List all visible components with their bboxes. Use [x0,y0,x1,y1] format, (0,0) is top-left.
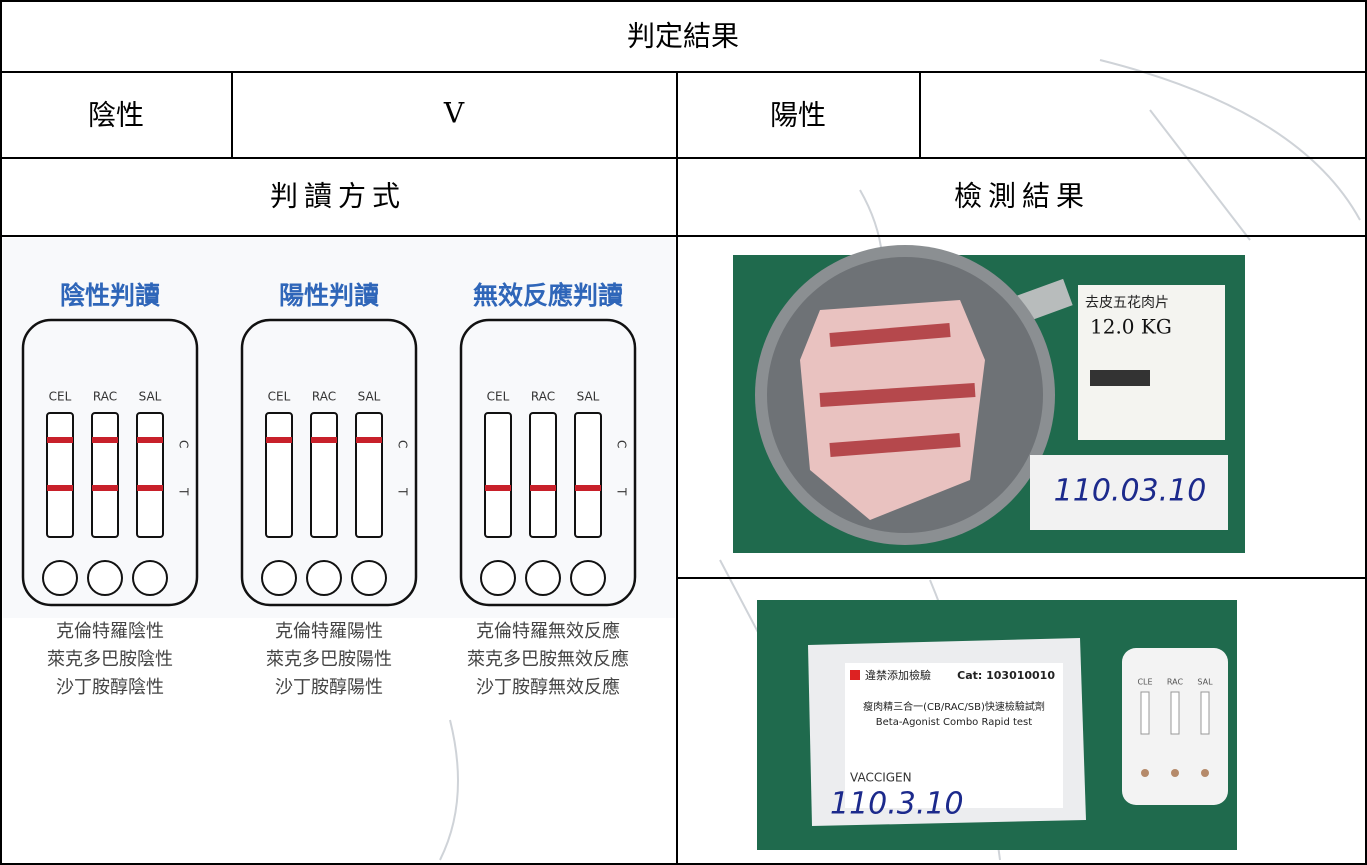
strip-label: RAC [312,390,336,404]
cassette [21,318,199,607]
t-line [485,485,511,491]
guide-description: 克倫特羅陰性 [56,621,164,642]
strip [355,412,383,538]
guide-description: 克倫特羅無效反應 [476,620,620,642]
sample-well [42,560,78,596]
line-label: C [396,440,410,448]
kit-strip [1200,691,1210,735]
cassette [240,318,418,607]
c-line [266,437,292,443]
kit-catalog: Cat: 103010010 [957,669,1055,682]
date-note: 110.03.10 [1054,474,1207,509]
strip-label: RAC [93,390,117,404]
strip-label: CEL [268,390,291,404]
strip [91,412,119,538]
line-label: T [615,487,629,496]
guide-title: 陽性判讀 [279,281,379,310]
strip [136,412,164,538]
kit-strip [1140,691,1150,735]
product-weight: 12.0 KG [1090,315,1172,339]
strip [529,412,557,538]
strip [484,412,512,538]
guide-title: 陰性判讀 [60,281,160,310]
kit-strip [1170,691,1180,735]
strip-label: SAL [139,390,162,404]
kit-well [1201,769,1209,777]
kit-photo: 違禁添加檢驗 Cat: 103010010 瘦肉精三合一(CB/RAC/SB)快… [757,600,1237,850]
sample-well [306,560,342,596]
kit-strip-label: RAC [1167,678,1184,687]
guide-description: 萊克多巴胺陽性 [266,649,392,670]
guide-description: 沙丁胺醇無效反應 [476,676,620,698]
line-label: C [615,440,629,448]
sample-well [87,560,123,596]
strip-label: RAC [531,390,555,404]
guide-description: 萊克多巴胺陰性 [47,649,173,670]
kit-name-en: Beta-Agonist Combo Rapid test [876,717,1032,728]
c-line [92,437,118,443]
positive-label: 陽性 [770,99,826,132]
c-line [47,437,73,443]
negative-mark: V [443,97,465,130]
strip [310,412,338,538]
t-line [92,485,118,491]
kit-strip-label: SAL [1197,678,1213,687]
sample-well [261,560,297,596]
strip [574,412,602,538]
c-line [137,437,163,443]
table-title: 判定結果 [627,20,739,53]
sample-well [351,560,387,596]
kit-strip-label: CLE [1137,678,1152,687]
product-name: 去皮五花肉片 [1085,295,1169,311]
t-line [530,485,556,491]
cassette [459,318,637,607]
strip-label: SAL [358,390,381,404]
t-line [47,485,73,491]
strip-label: CEL [49,390,72,404]
line-label: T [396,487,410,496]
strip [46,412,74,538]
c-line [356,437,382,443]
sample-well [570,560,606,596]
kit-well [1171,769,1179,777]
guide-description: 克倫特羅陽性 [275,621,383,642]
strip [265,412,293,538]
kit-well [1141,769,1149,777]
guide-title: 無效反應判讀 [473,281,623,310]
strip-label: SAL [577,390,600,404]
guide-description: 沙丁胺醇陰性 [56,677,164,698]
c-line [311,437,337,443]
kit-name: 瘦肉精三合一(CB/RAC/SB)快速檢驗試劑 [863,700,1045,713]
sample-well [480,560,516,596]
strip-label: CEL [487,390,510,404]
guide-description: 萊克多巴胺無效反應 [467,648,629,670]
negative-label: 陰性 [88,99,144,132]
column-header: 判讀方式 [270,180,406,213]
column-header: 檢測結果 [954,180,1090,213]
kit-label: 違禁添加檢驗 [865,668,931,682]
kit-date: 110.3.10 [830,787,964,822]
line-label: T [177,487,191,496]
t-line [137,485,163,491]
line-label: C [177,440,191,448]
sample-well [132,560,168,596]
kit-brand: VACCIGEN [850,771,912,785]
meat-photo: 去皮五花肉片 12.0 KG 110.03.10 [733,245,1245,553]
sample-well [525,560,561,596]
guide-description: 沙丁胺醇陽性 [275,677,383,698]
t-line [575,485,601,491]
